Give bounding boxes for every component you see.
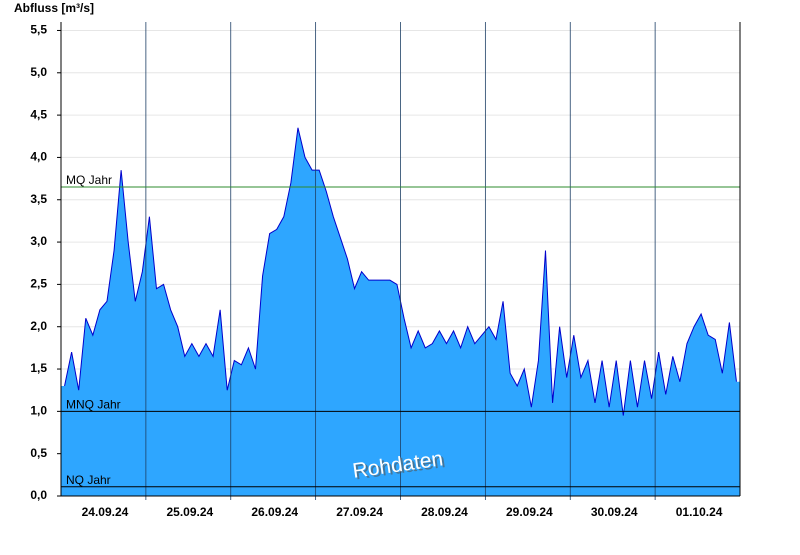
- y-axis-label: Abfluss [m³/s]: [14, 1, 94, 15]
- x-tick-label: 30.09.24: [591, 505, 638, 519]
- y-tick-label: 0,5: [30, 446, 47, 460]
- reference-label: MNQ Jahr: [66, 398, 121, 412]
- y-tick-label: 5,5: [30, 23, 47, 37]
- reference-label: MQ Jahr: [66, 173, 112, 187]
- y-tick-label: 5,0: [30, 65, 47, 79]
- x-tick-label: 29.09.24: [506, 505, 553, 519]
- y-tick-label: 1,0: [30, 404, 47, 418]
- x-tick-label: 24.09.24: [82, 505, 129, 519]
- y-tick-label: 4,0: [30, 150, 47, 164]
- x-tick-label: 27.09.24: [336, 505, 383, 519]
- x-tick-label: 01.10.24: [676, 505, 723, 519]
- reference-label: NQ Jahr: [66, 473, 111, 487]
- y-tick-label: 1,5: [30, 361, 47, 375]
- x-tick-label: 26.09.24: [251, 505, 298, 519]
- x-tick-label: 28.09.24: [421, 505, 468, 519]
- y-tick-label: 3,5: [30, 192, 47, 206]
- y-tick-label: 4,5: [30, 107, 47, 121]
- x-tick-label: 25.09.24: [166, 505, 213, 519]
- y-tick-label: 0,0: [30, 488, 47, 502]
- y-tick-label: 2,0: [30, 319, 47, 333]
- y-tick-label: 2,5: [30, 277, 47, 291]
- y-tick-label: 3,0: [30, 234, 47, 248]
